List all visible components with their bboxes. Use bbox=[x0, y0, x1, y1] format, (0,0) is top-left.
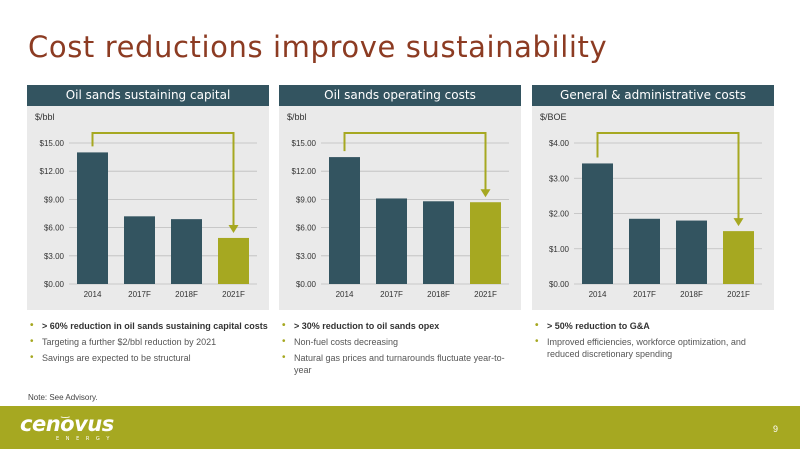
chart-plot-area: $/BOE $0.00 $1.00 $2.00 $3.00 $4.00 2014 2017F 2… bbox=[532, 106, 774, 310]
bar-2018F bbox=[423, 201, 454, 284]
slide-title: Cost reductions improve sustainability bbox=[28, 30, 608, 64]
logo-subtext: E N E R G Y bbox=[56, 436, 112, 442]
y-axis-unit-label: $/bbl bbox=[35, 112, 55, 122]
cenovus-logo: ceno ‿ vus bbox=[20, 408, 114, 436]
arrow-head-icon bbox=[228, 224, 239, 233]
bullet-item: Non-fuel costs decreasing bbox=[282, 336, 522, 348]
x-tick-label: 2014 bbox=[336, 290, 354, 299]
chart-title: Oil sands operating costs bbox=[279, 85, 521, 106]
bar-2018F bbox=[676, 220, 707, 284]
y-tick-label: $4.00 bbox=[549, 139, 570, 148]
bar-2021F bbox=[470, 202, 501, 284]
bar-2017F bbox=[124, 216, 155, 284]
x-tick-label: 2021F bbox=[727, 290, 750, 299]
bullet-list-operating-costs: > 30% reduction to oil sands opex Non-fue… bbox=[282, 320, 522, 380]
x-tick-label: 2017F bbox=[380, 290, 403, 299]
advisory-note: Note: See Advisory. bbox=[28, 393, 98, 402]
y-tick-label: $3.00 bbox=[44, 252, 65, 261]
reduction-arrow bbox=[91, 132, 235, 226]
chart-plot-area: $/bbl $0.00 $3.00 $6.00 $9.00 $12.00 $15.00 201… bbox=[279, 106, 521, 310]
footer-bar: ceno ‿ vus E N E R G Y 9 bbox=[0, 406, 800, 449]
x-tick-label: 2017F bbox=[128, 290, 151, 299]
x-tick-label: 2017F bbox=[633, 290, 656, 299]
y-tick-label: $3.00 bbox=[296, 252, 317, 261]
bar-chart: $/BOE $0.00 $1.00 $2.00 $3.00 $4.00 2014 2017F 2… bbox=[540, 112, 762, 299]
page-number: 9 bbox=[772, 424, 778, 434]
chart-panel-ga-costs: General & administrative costs $/BOE $0.0… bbox=[532, 85, 774, 310]
y-tick-label: $6.00 bbox=[296, 224, 317, 233]
arrow-head-icon bbox=[733, 218, 744, 227]
bullet-item: Improved efficiencies, workforce optimiz… bbox=[535, 336, 775, 360]
x-tick-label: 2014 bbox=[589, 290, 607, 299]
bar-chart: $/bbl $0.00 $3.00 $6.00 $9.00 $12.00 $15.00 201… bbox=[35, 112, 257, 299]
bullet-item: Savings are expected to be structural bbox=[30, 352, 270, 364]
x-tick-label: 2018F bbox=[680, 290, 703, 299]
y-tick-label: $15.00 bbox=[40, 139, 65, 148]
y-tick-label: $12.00 bbox=[292, 167, 317, 176]
bullet-item: > 60% reduction in oil sands sustaining … bbox=[30, 320, 270, 332]
logo-swoosh-icon: ‿ bbox=[61, 408, 69, 419]
bullet-item: > 30% reduction to oil sands opex bbox=[282, 320, 522, 332]
bar-2018F bbox=[171, 219, 202, 284]
y-tick-label: $0.00 bbox=[549, 280, 570, 289]
bullet-item: Natural gas prices and turnarounds fluct… bbox=[282, 352, 522, 376]
bar-2014 bbox=[77, 152, 108, 284]
x-tick-label: 2021F bbox=[222, 290, 245, 299]
y-tick-label: $2.00 bbox=[549, 210, 570, 219]
chart-title: Oil sands sustaining capital bbox=[27, 85, 269, 106]
x-tick-label: 2018F bbox=[175, 290, 198, 299]
chart-title: General & administrative costs bbox=[532, 85, 774, 106]
bullet-item: > 50% reduction to G&A bbox=[535, 320, 775, 332]
x-tick-label: 2014 bbox=[84, 290, 102, 299]
y-tick-label: $9.00 bbox=[44, 195, 65, 204]
bullet-list-ga-costs: > 50% reduction to G&A Improved efficienc… bbox=[535, 320, 775, 364]
y-tick-label: $15.00 bbox=[292, 139, 317, 148]
bar-2021F bbox=[723, 231, 754, 284]
x-tick-label: 2018F bbox=[427, 290, 450, 299]
chart-plot-area: $/bbl $0.00 $3.00 $6.00 $9.00 $12.00 $15.00 201… bbox=[27, 106, 269, 310]
bar-2014 bbox=[582, 163, 613, 284]
y-tick-label: $12.00 bbox=[40, 167, 65, 176]
y-tick-label: $1.00 bbox=[549, 245, 570, 254]
y-tick-label: $9.00 bbox=[296, 195, 317, 204]
bar-2017F bbox=[376, 198, 407, 284]
chart-panel-sustaining-capital: Oil sands sustaining capital $/bbl $0.00 $… bbox=[27, 85, 269, 310]
arrow-head-icon bbox=[480, 189, 491, 198]
y-axis-unit-label: $/BOE bbox=[540, 112, 567, 122]
bullet-list-sustaining-capital: > 60% reduction in oil sands sustaining … bbox=[30, 320, 270, 368]
x-tick-label: 2021F bbox=[474, 290, 497, 299]
reduction-arrow bbox=[596, 132, 740, 220]
bar-2017F bbox=[629, 218, 660, 284]
bullet-item: Targeting a further $2/bbl reduction by … bbox=[30, 336, 270, 348]
bar-2014 bbox=[329, 157, 360, 284]
y-axis-unit-label: $/bbl bbox=[287, 112, 307, 122]
y-tick-label: $3.00 bbox=[549, 174, 570, 183]
y-tick-label: $6.00 bbox=[44, 224, 65, 233]
bar-2021F bbox=[218, 237, 249, 284]
y-tick-label: $0.00 bbox=[44, 280, 65, 289]
y-tick-label: $0.00 bbox=[296, 280, 317, 289]
reduction-arrow bbox=[343, 132, 487, 191]
bar-chart: $/bbl $0.00 $3.00 $6.00 $9.00 $12.00 $15.00 201… bbox=[287, 112, 509, 299]
chart-panel-operating-costs: Oil sands operating costs $/bbl $0.00 $3.0… bbox=[279, 85, 521, 310]
